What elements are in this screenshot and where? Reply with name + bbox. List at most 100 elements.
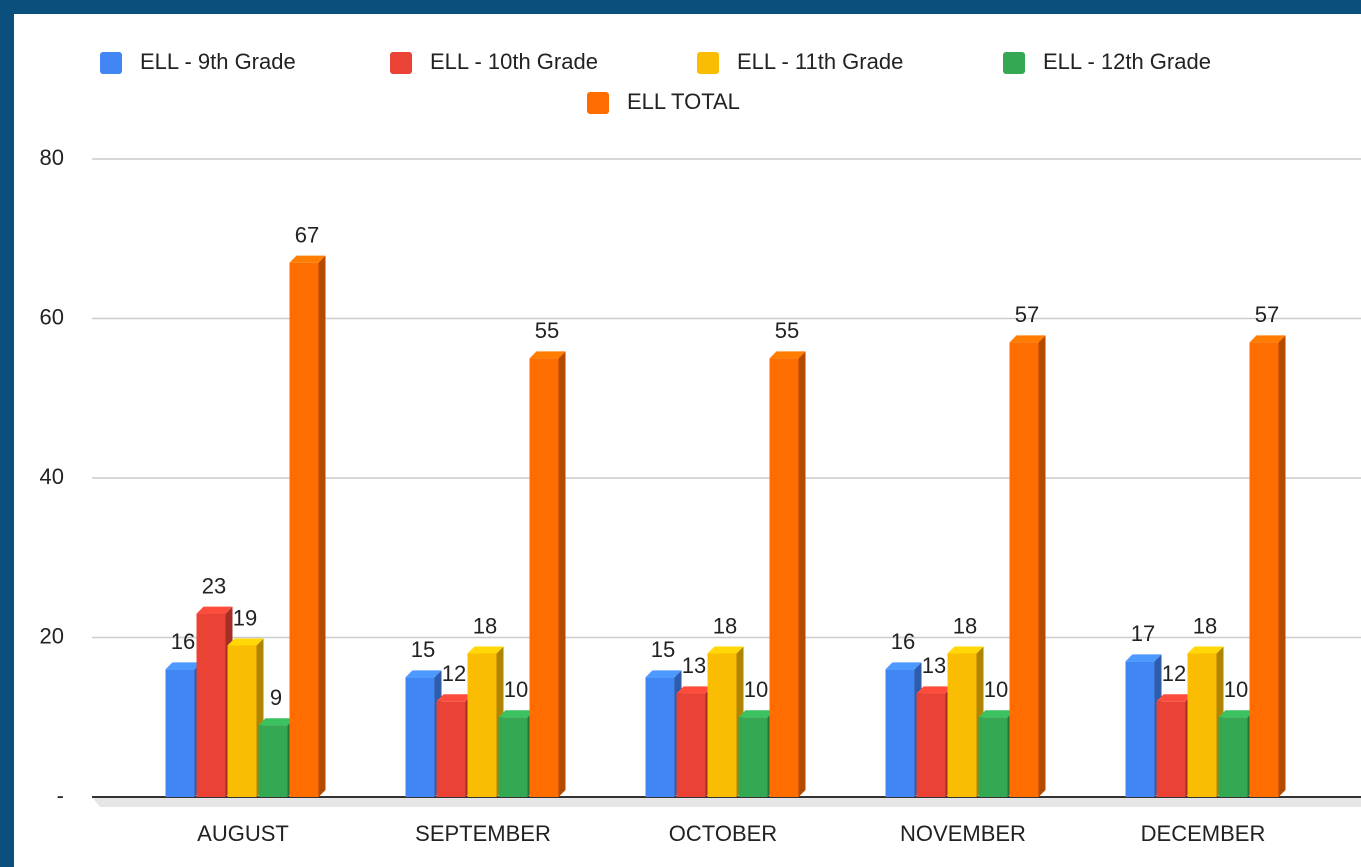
bar [769, 358, 799, 797]
legend-label: ELL TOTAL [627, 89, 740, 114]
bar-top [467, 646, 504, 654]
bar-top [676, 686, 713, 694]
data-label: 16 [891, 629, 915, 654]
data-label: 67 [295, 222, 319, 247]
y-tick-label: 20 [40, 623, 64, 648]
y-tick-label: - [57, 783, 64, 808]
x-tick-label: DECEMBER [1141, 821, 1266, 846]
bar-top [1125, 654, 1162, 662]
bar [196, 613, 226, 797]
data-label: 10 [1224, 677, 1248, 702]
data-label: 57 [1015, 302, 1039, 327]
data-label: 16 [171, 629, 195, 654]
bar [227, 645, 257, 797]
bar-top [1187, 646, 1224, 654]
bar-top [289, 255, 326, 263]
legend-swatch [390, 52, 412, 74]
bar-side [318, 255, 326, 798]
bar [645, 677, 675, 797]
bar [405, 677, 435, 797]
legend-label: ELL - 10th Grade [430, 49, 598, 74]
y-tick-label: 60 [40, 304, 64, 329]
bar-top [1009, 335, 1046, 343]
bar [436, 701, 466, 797]
bar [1125, 661, 1155, 797]
bar-top [405, 670, 442, 678]
data-label: 55 [535, 318, 559, 343]
bar [676, 693, 706, 797]
bar-top [227, 638, 264, 646]
bar-top [769, 351, 806, 359]
x-tick-label: SEPTEMBER [415, 821, 551, 846]
bar-top [196, 606, 233, 614]
legend-swatch [587, 92, 609, 114]
bar-top [1156, 694, 1193, 702]
bar-side [798, 351, 806, 797]
bar-top [707, 646, 744, 654]
bar [1187, 653, 1217, 797]
bar-side [1038, 335, 1046, 797]
floor [92, 797, 1361, 807]
bar [947, 653, 977, 797]
bar [1009, 342, 1039, 797]
x-tick-label: AUGUST [197, 821, 289, 846]
bar [707, 653, 737, 797]
data-label: 18 [1193, 613, 1217, 638]
data-label: 15 [411, 637, 435, 662]
legend-label: ELL - 12th Grade [1043, 49, 1211, 74]
data-label: 10 [984, 677, 1008, 702]
bar [467, 653, 497, 797]
bar-top [978, 710, 1015, 718]
data-label: 10 [744, 677, 768, 702]
bar-top [645, 670, 682, 678]
y-tick-label: 40 [40, 464, 64, 489]
data-label: 15 [651, 637, 675, 662]
bar [1156, 701, 1186, 797]
data-label: 13 [922, 653, 946, 678]
bar [529, 358, 559, 797]
bar-top [1218, 710, 1255, 718]
data-label: 13 [682, 653, 706, 678]
bar-side [558, 351, 566, 797]
bar-top [498, 710, 535, 718]
legend-label: ELL - 9th Grade [140, 49, 296, 74]
data-label: 18 [953, 613, 977, 638]
bar-top [529, 351, 566, 359]
x-tick-label: NOVEMBER [900, 821, 1026, 846]
bar-top [947, 646, 984, 654]
bar-top [885, 662, 922, 670]
bar [1218, 717, 1248, 797]
data-label: 18 [713, 613, 737, 638]
bar [498, 717, 528, 797]
legend-swatch [100, 52, 122, 74]
bar-side [1278, 335, 1286, 797]
data-label: 12 [442, 661, 466, 686]
data-label: 18 [473, 613, 497, 638]
data-label: 17 [1131, 621, 1155, 646]
bar [885, 669, 915, 797]
y-tick-label: 80 [40, 145, 64, 170]
legend-swatch [697, 52, 719, 74]
bar [1249, 342, 1279, 797]
data-label: 23 [202, 573, 226, 598]
data-label: 9 [270, 685, 282, 710]
data-label: 57 [1255, 302, 1279, 327]
x-tick-label: OCTOBER [669, 821, 777, 846]
legend-label: ELL - 11th Grade [737, 49, 903, 74]
data-label: 12 [1162, 661, 1186, 686]
bar-top [1249, 335, 1286, 343]
bar-top [165, 662, 202, 670]
bar [289, 262, 319, 797]
bar [165, 669, 195, 797]
bar-top [916, 686, 953, 694]
bar [916, 693, 946, 797]
data-label: 55 [775, 318, 799, 343]
bar [978, 717, 1008, 797]
bar [738, 717, 768, 797]
bar-top [738, 710, 775, 718]
data-label: 19 [233, 605, 257, 630]
data-label: 10 [504, 677, 528, 702]
bar-top [258, 718, 295, 726]
